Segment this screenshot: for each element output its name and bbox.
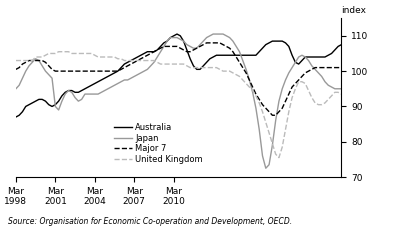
Australia: [175, 33, 179, 35]
Major 7: [270, 114, 275, 117]
United Kingdom: [329, 94, 334, 97]
Major 7: [89, 70, 94, 72]
United Kingdom: [13, 59, 18, 62]
Major 7: [329, 66, 334, 69]
Japan: [13, 87, 18, 90]
Line: United Kingdom: United Kingdom: [16, 52, 341, 158]
Japan: [339, 87, 344, 90]
Major 7: [13, 68, 18, 71]
Line: Major 7: Major 7: [16, 43, 341, 115]
Major 7: [339, 66, 344, 69]
Major 7: [181, 49, 186, 51]
United Kingdom: [56, 50, 61, 53]
Japan: [208, 35, 212, 37]
Japan: [181, 40, 186, 42]
United Kingdom: [319, 103, 324, 106]
Major 7: [204, 42, 209, 44]
Japan: [319, 75, 324, 78]
Major 7: [76, 70, 81, 72]
Japan: [76, 100, 81, 103]
Australia: [185, 49, 189, 51]
Text: index: index: [341, 6, 366, 15]
United Kingdom: [185, 64, 189, 67]
Australia: [339, 43, 344, 46]
United Kingdom: [79, 52, 84, 55]
Legend: Australia, Japan, Major 7, United Kingdom: Australia, Japan, Major 7, United Kingdo…: [111, 121, 206, 167]
Australia: [76, 91, 81, 94]
Australia: [89, 84, 94, 87]
Australia: [316, 56, 321, 58]
Japan: [263, 167, 268, 170]
Australia: [211, 56, 216, 58]
United Kingdom: [339, 93, 344, 95]
United Kingdom: [93, 54, 97, 57]
United Kingdom: [277, 156, 281, 159]
Japan: [211, 33, 216, 35]
Major 7: [211, 42, 216, 44]
Text: Source: Organisation for Economic Co-operation and Development, OECD.: Source: Organisation for Economic Co-ope…: [8, 217, 292, 226]
Major 7: [319, 66, 324, 69]
United Kingdom: [211, 66, 216, 69]
Line: Japan: Japan: [16, 34, 341, 168]
Line: Australia: Australia: [16, 34, 341, 117]
Australia: [326, 54, 331, 57]
Japan: [329, 86, 334, 88]
Australia: [13, 116, 18, 118]
Japan: [89, 93, 94, 95]
